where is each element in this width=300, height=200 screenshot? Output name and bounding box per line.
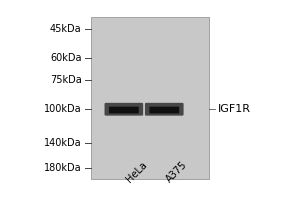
Text: 60kDa: 60kDa: [50, 53, 82, 63]
Text: HeLa: HeLa: [124, 160, 148, 185]
Text: 75kDa: 75kDa: [50, 75, 82, 85]
Text: 45kDa: 45kDa: [50, 24, 82, 34]
FancyBboxPatch shape: [104, 103, 143, 116]
FancyBboxPatch shape: [149, 107, 179, 113]
FancyBboxPatch shape: [109, 107, 139, 113]
Text: IGF1R: IGF1R: [218, 104, 251, 114]
Text: 180kDa: 180kDa: [44, 163, 82, 173]
Text: 140kDa: 140kDa: [44, 138, 82, 148]
Text: 100kDa: 100kDa: [44, 104, 82, 114]
FancyBboxPatch shape: [145, 103, 184, 116]
Text: A375: A375: [164, 160, 189, 185]
FancyBboxPatch shape: [91, 17, 209, 179]
